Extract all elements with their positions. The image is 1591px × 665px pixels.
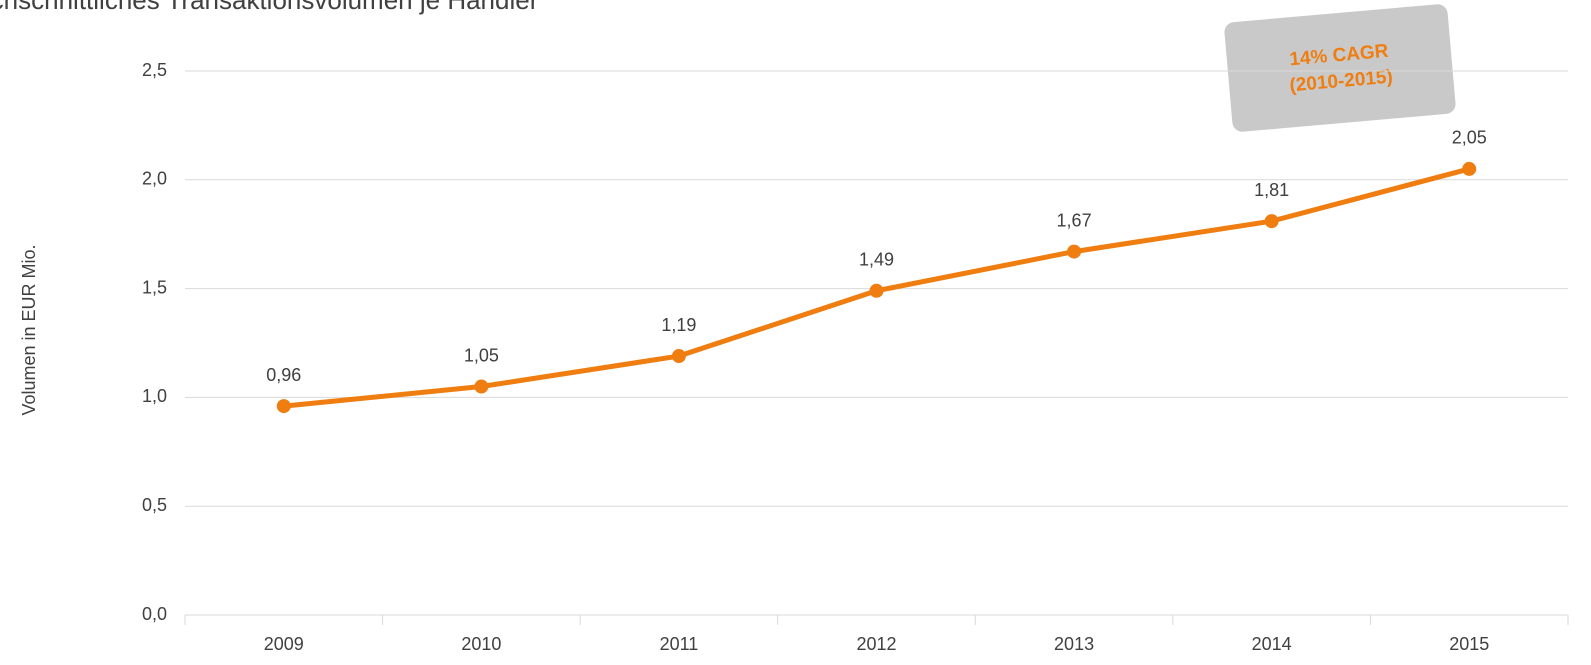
y-tick-label: 2,0 <box>142 169 167 189</box>
x-tick-label: 2015 <box>1449 634 1489 654</box>
point <box>1067 244 1082 259</box>
x-tick-label: 2010 <box>461 634 501 654</box>
x-tick-label: 2011 <box>660 634 699 654</box>
point <box>276 399 291 414</box>
data-label: 1,19 <box>661 315 696 335</box>
chart-title: rchschnittliches Transaktionsvolumen je … <box>0 0 539 15</box>
data-label: 2,05 <box>1452 128 1487 148</box>
point <box>869 283 884 298</box>
data-label: 1,49 <box>859 250 894 270</box>
y-tick-label: 2,5 <box>142 60 167 80</box>
point <box>1264 214 1279 229</box>
data-label: 0,96 <box>266 365 301 385</box>
y-tick-label: 0,5 <box>142 495 167 515</box>
y-axis-label: Volumen in EUR Mio. <box>19 244 39 415</box>
x-tick-label: 2014 <box>1252 634 1292 654</box>
annotation-box <box>1224 4 1456 132</box>
x-tick-label: 2012 <box>856 634 896 654</box>
data-label: 1,81 <box>1254 180 1289 200</box>
point <box>671 349 686 364</box>
y-tick-label: 0,0 <box>142 604 167 624</box>
point <box>1462 161 1477 176</box>
point <box>474 379 489 394</box>
annotation: 14% CAGR (2010-2015) <box>1224 4 1456 132</box>
x-tick-label: 2013 <box>1054 634 1094 654</box>
x-tick-label: 2009 <box>264 634 304 654</box>
data-label: 1,67 <box>1057 210 1092 230</box>
y-tick-label: 1,5 <box>142 277 167 297</box>
y-tick-label: 1,0 <box>142 386 167 406</box>
data-label: 1,05 <box>464 345 499 365</box>
